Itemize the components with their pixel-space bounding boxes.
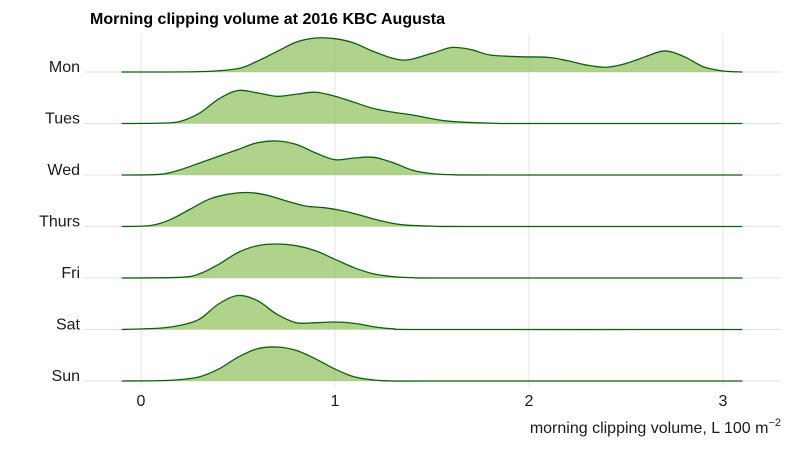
ridge-area-tues (121, 90, 743, 124)
ridge-area-sun (121, 346, 743, 382)
ridge-line-fri (121, 243, 743, 279)
ridge-area-thurs (121, 192, 743, 227)
category-label: Sun (52, 368, 80, 385)
ridge-area-wed (121, 140, 743, 176)
x-tick-label: 1 (331, 393, 340, 410)
x-axis-label-text: morning clipping volume, L 100 m (530, 420, 769, 437)
ridge-line-mon (121, 37, 743, 73)
category-label: Wed (47, 162, 80, 179)
label-layer: 0 1 2 3 Mon Tues Wed Thurs Fri Sat Sun (39, 59, 727, 410)
ridge-layer (121, 37, 743, 382)
ridge-line-tues (121, 89, 743, 125)
x-tick-label: 3 (719, 393, 728, 410)
ridge-area-sat (121, 295, 743, 330)
category-label: Tues (45, 111, 80, 128)
category-label: Sat (56, 317, 81, 334)
ridge-line-thurs (121, 191, 743, 228)
x-tick-label: 0 (137, 393, 146, 410)
ridge-line-wed (121, 140, 743, 176)
ridge-area-fri (121, 244, 743, 279)
x-axis-label: morning clipping volume, L 100 m−2 (530, 417, 781, 437)
ridge-area-mon (121, 37, 743, 73)
x-tick-label: 2 (525, 393, 534, 410)
ridge-line-sat (121, 294, 743, 331)
category-label: Fri (61, 265, 80, 282)
category-label: Thurs (39, 214, 80, 231)
chart-title: Morning clipping volume at 2016 KBC Augu… (90, 11, 445, 28)
ridge-line-sun (121, 346, 743, 382)
x-axis-label-superscript: −2 (768, 417, 781, 429)
category-label: Mon (49, 59, 80, 76)
